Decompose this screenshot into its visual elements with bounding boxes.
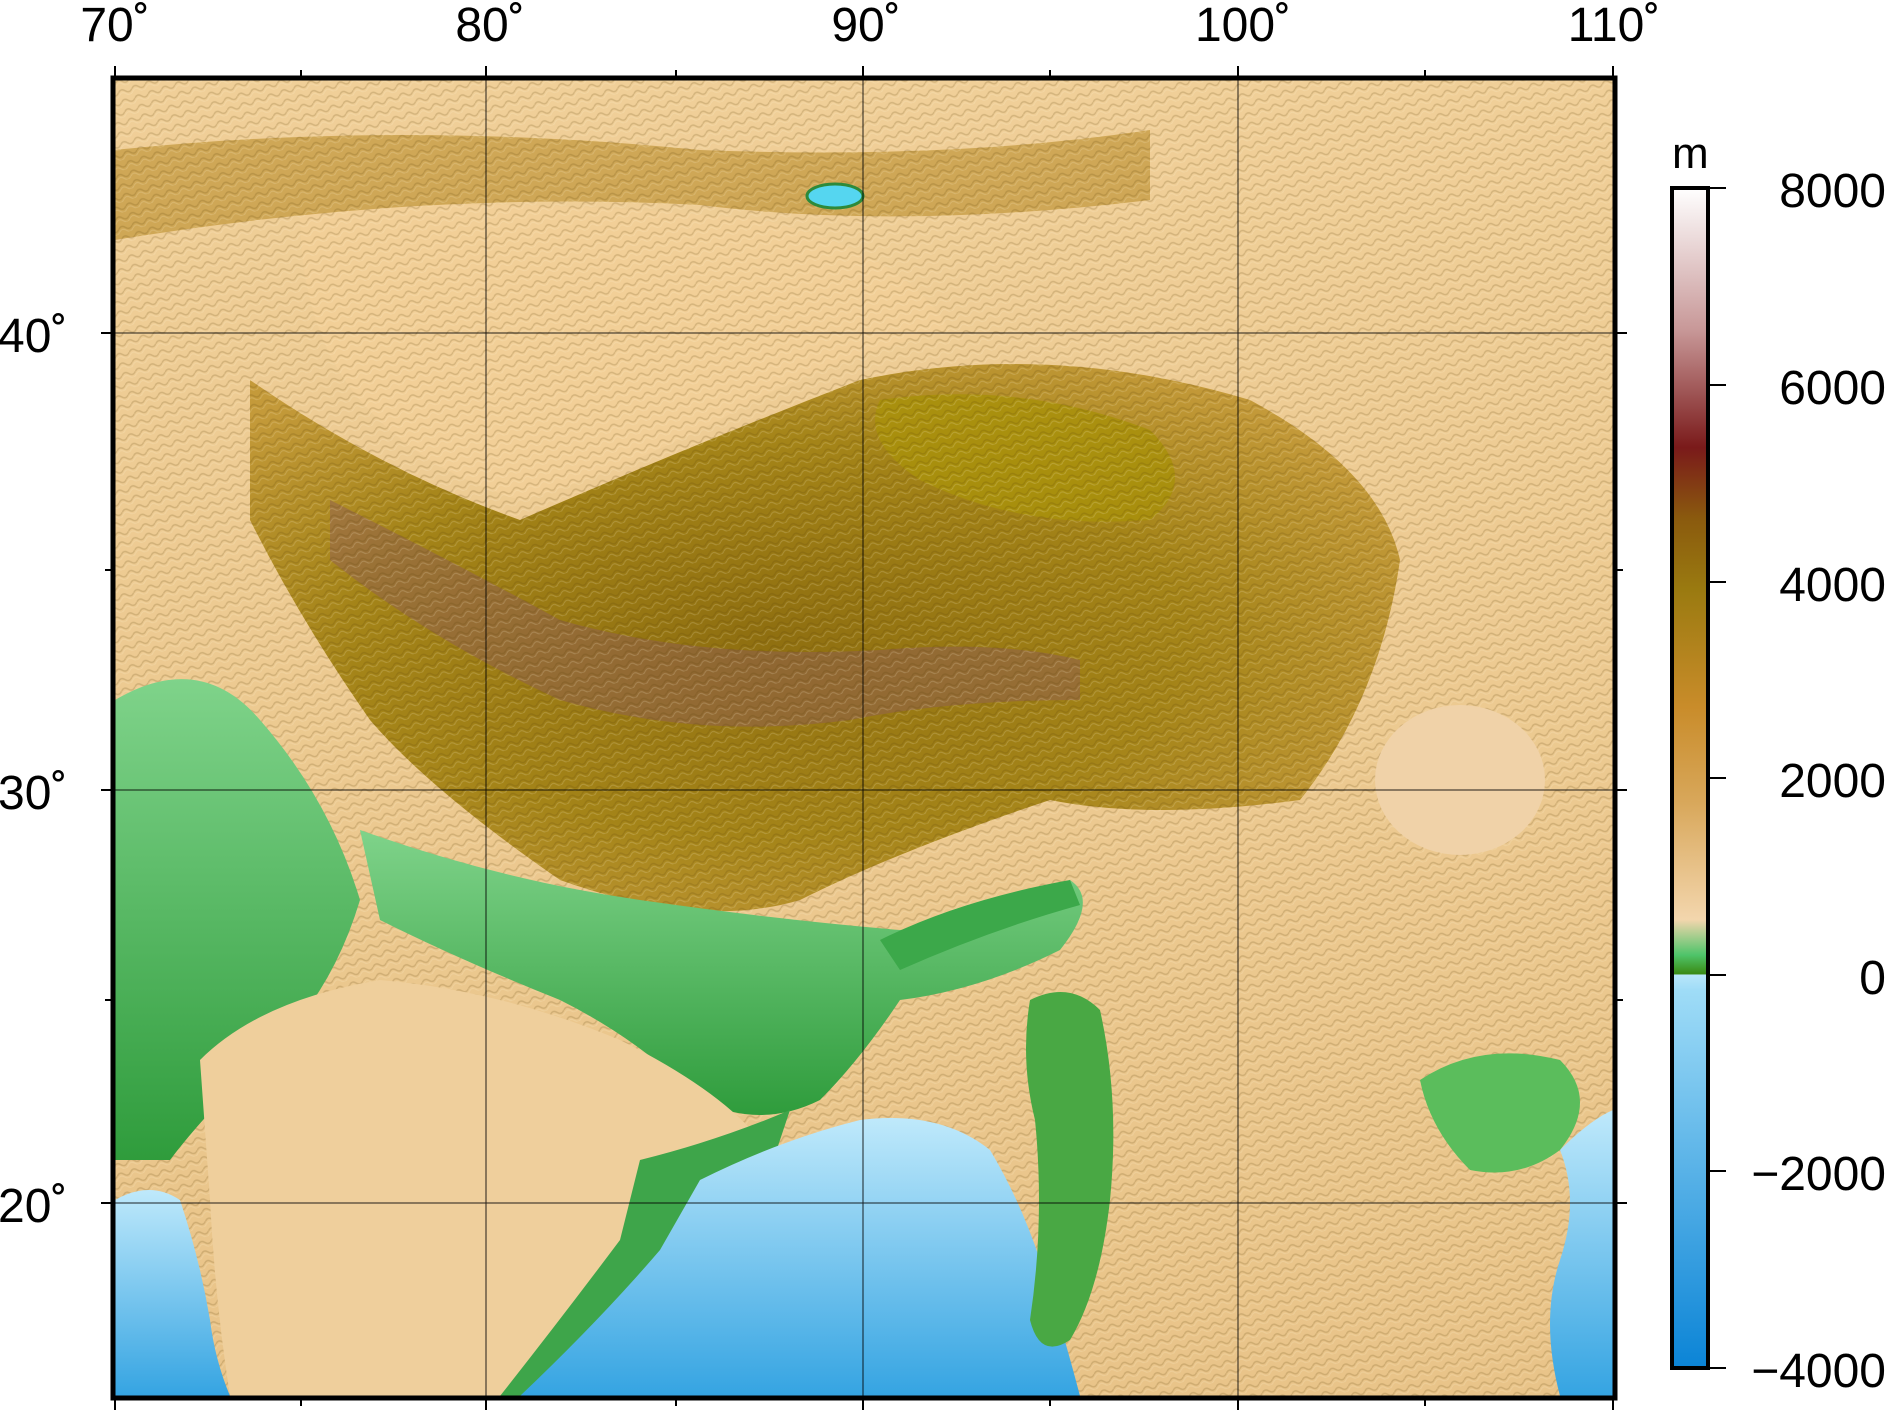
lon-label-80: 80˚ bbox=[455, 0, 525, 52]
brahmaputra-valley bbox=[880, 880, 1080, 970]
lat-label-40: 40˚ bbox=[0, 310, 68, 363]
lon-label-90: 90˚ bbox=[831, 0, 901, 52]
irrawaddy-lowlands bbox=[1026, 992, 1114, 1347]
se-asia-coast bbox=[1420, 1053, 1580, 1173]
terrain-layer bbox=[115, 80, 1613, 1396]
graticule bbox=[115, 80, 1613, 1396]
colorbar-unit: m bbox=[1672, 129, 1709, 178]
bay-of-bengal bbox=[520, 1118, 1080, 1396]
indus-plain bbox=[115, 679, 360, 1160]
lat-label-20: 20˚ bbox=[0, 1180, 68, 1233]
colorbar-ramp bbox=[1670, 186, 1710, 1370]
colorbar-tick-8000: 8000 bbox=[1779, 165, 1886, 218]
lake-bosten bbox=[805, 182, 865, 210]
colorbar-tick-4000: 4000 bbox=[1779, 559, 1886, 612]
sichuan-basin bbox=[1375, 705, 1545, 855]
colorbar-tick-0: 0 bbox=[1859, 952, 1886, 1005]
lon-label-70: 70˚ bbox=[80, 0, 150, 52]
indian-peninsula bbox=[200, 980, 760, 1396]
south-china-sea bbox=[1550, 1110, 1613, 1396]
lat-label-30: 30˚ bbox=[0, 767, 68, 820]
lon-label-100: 100˚ bbox=[1194, 0, 1292, 52]
colorbar-tick-2000: 2000 bbox=[1779, 755, 1886, 808]
lon-label-110: 110˚ bbox=[1567, 0, 1661, 52]
arabian-sea bbox=[115, 1190, 230, 1396]
colorbar-tick-6000: 6000 bbox=[1779, 362, 1886, 415]
colorbar-tick-minus-2000: −2000 bbox=[1751, 1148, 1886, 1201]
colorbar-tick-minus-4000: −4000 bbox=[1751, 1345, 1886, 1398]
frame-ticks bbox=[101, 66, 1627, 1410]
ganges-plain bbox=[360, 830, 1083, 1115]
colorbar-ticks bbox=[1708, 187, 1726, 1369]
